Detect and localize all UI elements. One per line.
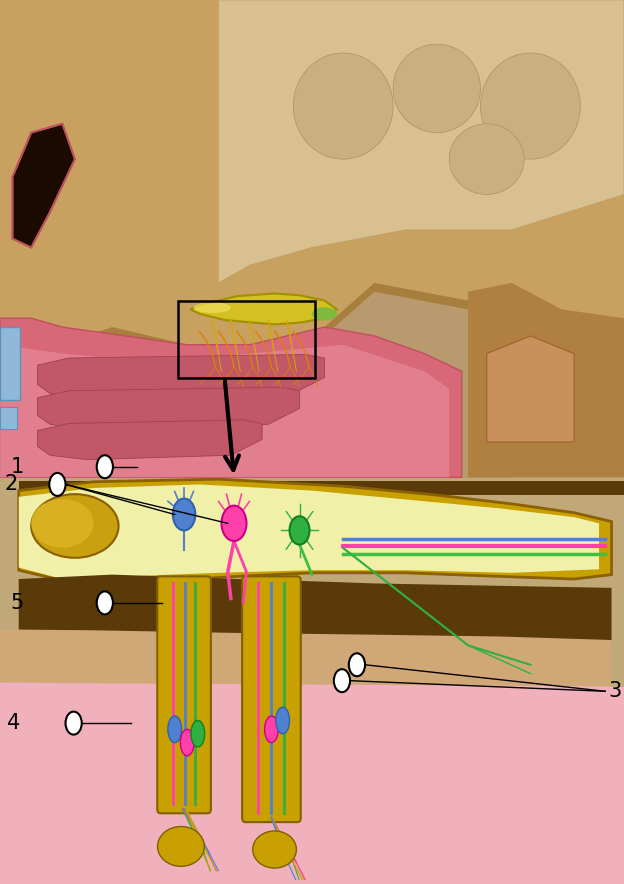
Polygon shape [190, 293, 337, 324]
Circle shape [290, 516, 310, 545]
Ellipse shape [293, 53, 393, 159]
Ellipse shape [449, 124, 524, 194]
Text: 2: 2 [4, 475, 18, 494]
Circle shape [49, 473, 66, 496]
Ellipse shape [312, 307, 337, 320]
Polygon shape [19, 484, 599, 579]
Ellipse shape [31, 499, 94, 547]
Ellipse shape [191, 720, 205, 747]
Polygon shape [218, 0, 624, 283]
Circle shape [222, 506, 246, 541]
Polygon shape [19, 575, 612, 641]
Text: 5: 5 [11, 593, 24, 613]
FancyBboxPatch shape [157, 576, 211, 813]
Bar [0, 477, 624, 884]
FancyBboxPatch shape [242, 576, 301, 822]
Circle shape [334, 669, 350, 692]
Bar [178, 301, 315, 378]
Polygon shape [468, 283, 624, 477]
Text: 1: 1 [11, 457, 24, 476]
Ellipse shape [168, 716, 182, 743]
Polygon shape [19, 479, 612, 583]
Circle shape [97, 455, 113, 478]
Ellipse shape [253, 831, 296, 868]
Ellipse shape [393, 44, 480, 133]
Polygon shape [37, 354, 324, 398]
Polygon shape [0, 318, 462, 477]
Polygon shape [0, 345, 449, 477]
Polygon shape [12, 124, 75, 248]
Ellipse shape [31, 494, 119, 558]
Polygon shape [0, 629, 612, 691]
Circle shape [97, 591, 113, 614]
Text: 4: 4 [7, 713, 21, 733]
Bar [0, 407, 17, 429]
Polygon shape [37, 387, 300, 429]
Polygon shape [0, 283, 512, 477]
Text: 3: 3 [608, 682, 622, 701]
Ellipse shape [180, 729, 194, 756]
Ellipse shape [193, 302, 231, 313]
Bar [0, 327, 20, 400]
Circle shape [349, 653, 365, 676]
Polygon shape [37, 420, 262, 460]
Ellipse shape [157, 827, 204, 866]
Bar [0, 0, 624, 477]
Polygon shape [0, 682, 624, 884]
Polygon shape [487, 336, 574, 442]
Polygon shape [0, 0, 624, 477]
Ellipse shape [265, 716, 278, 743]
Ellipse shape [480, 53, 580, 159]
Circle shape [173, 499, 195, 530]
Circle shape [66, 712, 82, 735]
Ellipse shape [276, 707, 290, 734]
Bar [19, 481, 624, 495]
